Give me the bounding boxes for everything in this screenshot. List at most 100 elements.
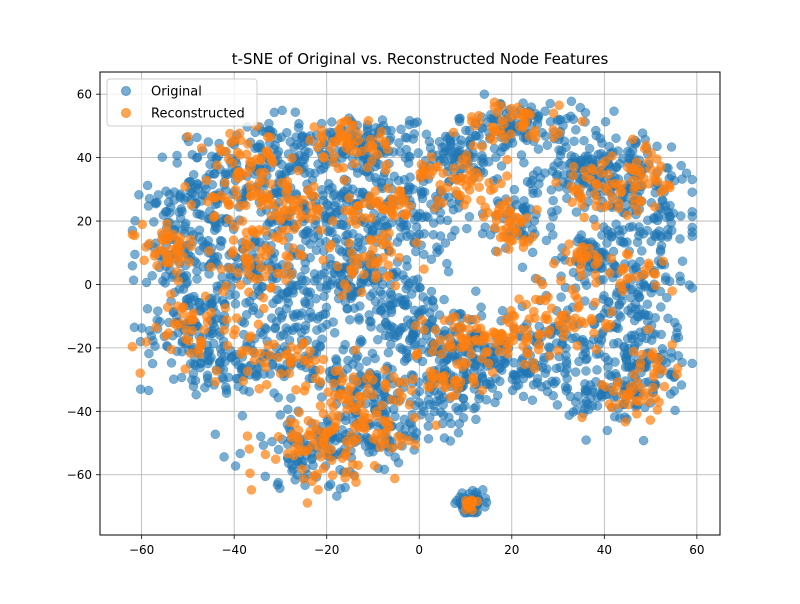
data-point-reconstructed xyxy=(461,181,472,191)
data-point-reconstructed xyxy=(449,163,459,173)
data-point-reconstructed xyxy=(206,262,216,272)
data-point-original xyxy=(353,241,363,252)
data-point-original xyxy=(651,228,662,239)
data-point-reconstructed xyxy=(327,470,338,481)
data-point-reconstructed xyxy=(247,273,258,283)
data-point-reconstructed xyxy=(437,349,447,359)
data-point-original xyxy=(666,142,677,152)
data-point-original xyxy=(592,401,603,411)
data-point-reconstructed xyxy=(160,257,171,268)
data-point-reconstructed xyxy=(305,346,315,356)
data-point-original xyxy=(255,139,265,150)
data-point-reconstructed xyxy=(352,376,362,387)
data-point-original xyxy=(476,302,486,312)
data-point-reconstructed xyxy=(496,178,506,189)
data-point-original xyxy=(649,214,659,224)
data-point-reconstructed xyxy=(471,334,482,345)
data-point-original xyxy=(230,461,241,471)
data-point-reconstructed xyxy=(471,323,482,334)
data-point-reconstructed xyxy=(490,329,501,340)
data-point-reconstructed xyxy=(530,313,540,323)
data-point-reconstructed xyxy=(141,337,151,347)
data-point-reconstructed xyxy=(186,241,196,252)
data-point-reconstructed xyxy=(344,193,354,203)
data-point-original xyxy=(639,279,649,289)
data-point-reconstructed xyxy=(540,314,550,324)
data-point-reconstructed xyxy=(144,238,155,249)
data-point-reconstructed xyxy=(499,119,509,129)
data-point-reconstructed xyxy=(487,367,498,378)
data-point-reconstructed xyxy=(241,227,252,238)
data-point-original xyxy=(210,429,221,440)
data-point-reconstructed xyxy=(431,420,441,431)
data-point-original xyxy=(479,89,490,99)
data-point-reconstructed xyxy=(303,416,314,426)
data-point-reconstructed xyxy=(229,222,240,232)
data-point-reconstructed xyxy=(284,368,295,379)
data-point-reconstructed xyxy=(246,191,256,201)
data-point-reconstructed xyxy=(237,170,248,181)
data-point-original xyxy=(153,306,163,316)
legend-marker-original xyxy=(121,86,131,96)
data-point-reconstructed xyxy=(222,196,233,207)
data-point-reconstructed xyxy=(572,341,583,351)
data-point-original xyxy=(332,491,342,501)
data-point-original xyxy=(383,347,394,358)
data-point-original xyxy=(445,436,456,446)
x-tick-label: −20 xyxy=(314,543,339,557)
data-point-original xyxy=(192,274,202,284)
data-point-reconstructed xyxy=(183,131,193,142)
data-point-reconstructed xyxy=(458,160,468,170)
data-point-original xyxy=(147,358,158,369)
data-point-reconstructed xyxy=(503,349,513,359)
data-point-original xyxy=(294,118,304,129)
data-point-original xyxy=(290,107,301,117)
data-point-reconstructed xyxy=(483,358,494,369)
data-point-reconstructed xyxy=(558,331,569,342)
data-point-reconstructed xyxy=(579,318,590,329)
data-point-reconstructed xyxy=(554,128,564,138)
data-point-reconstructed xyxy=(275,368,286,379)
data-point-reconstructed xyxy=(302,498,313,508)
data-point-reconstructed xyxy=(221,146,231,157)
data-point-reconstructed xyxy=(301,381,311,391)
data-point-reconstructed xyxy=(270,454,281,464)
data-point-original xyxy=(273,392,283,403)
data-point-original xyxy=(161,186,171,196)
data-point-reconstructed xyxy=(288,243,298,253)
data-point-reconstructed xyxy=(266,153,277,163)
data-point-reconstructed xyxy=(315,377,326,387)
data-point-original xyxy=(602,425,613,436)
data-point-reconstructed xyxy=(238,376,249,386)
data-point-reconstructed xyxy=(476,195,486,206)
data-point-reconstructed xyxy=(461,333,472,344)
data-point-reconstructed xyxy=(439,376,449,386)
data-point-reconstructed xyxy=(505,112,516,123)
data-point-reconstructed xyxy=(646,350,657,361)
data-point-reconstructed xyxy=(393,396,404,407)
data-point-reconstructed xyxy=(356,287,367,298)
data-point-original xyxy=(366,322,376,332)
data-point-reconstructed xyxy=(530,133,541,143)
data-point-reconstructed xyxy=(556,276,566,286)
data-point-original xyxy=(325,479,336,490)
data-point-reconstructed xyxy=(272,205,283,216)
data-point-reconstructed xyxy=(220,177,230,188)
data-point-reconstructed xyxy=(380,365,390,375)
data-point-original xyxy=(272,480,283,490)
data-point-reconstructed xyxy=(649,269,659,279)
data-point-reconstructed xyxy=(315,401,326,411)
data-point-reconstructed xyxy=(591,179,602,189)
data-point-original xyxy=(394,327,404,337)
data-point-reconstructed xyxy=(305,135,315,145)
data-point-original xyxy=(323,200,333,211)
data-point-original xyxy=(273,444,284,455)
data-point-reconstructed xyxy=(184,257,195,267)
data-point-reconstructed xyxy=(643,324,654,335)
data-point-original xyxy=(322,319,332,330)
data-point-reconstructed xyxy=(231,313,242,323)
data-point-reconstructed xyxy=(661,180,671,190)
data-point-original xyxy=(638,435,649,446)
data-point-reconstructed xyxy=(339,175,350,186)
data-point-original xyxy=(421,129,432,140)
